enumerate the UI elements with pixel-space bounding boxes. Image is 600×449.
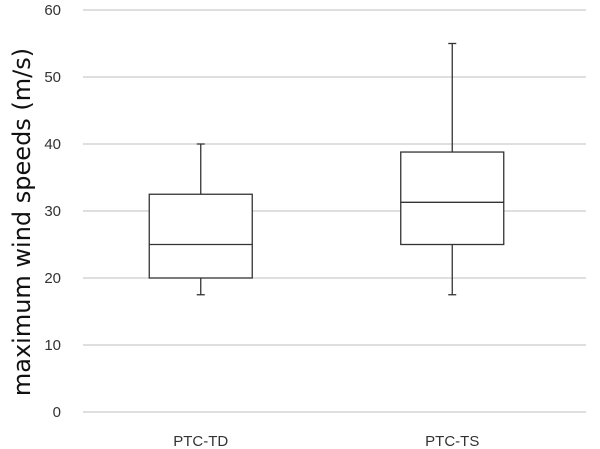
y-tick-label: 50 [44, 69, 61, 86]
interquartile-box [148, 193, 253, 279]
x-axis-category-labels: PTC-TD PTC-TS [173, 433, 479, 449]
x-category-label: PTC-TS [425, 433, 479, 449]
interquartile-box [400, 151, 505, 246]
y-tick-label: 40 [44, 136, 61, 153]
y-tick-label: 60 [44, 2, 61, 19]
y-axis-title: maximum wind speeds (m/s) [8, 48, 36, 396]
box-ptc-ts [400, 42, 505, 296]
y-tick-label: 20 [44, 270, 61, 287]
box-series [148, 42, 505, 296]
y-axis-tick-labels: 0 10 20 30 40 50 60 [44, 2, 61, 421]
y-tick-label: 10 [44, 337, 61, 354]
box-ptc-td [148, 143, 253, 296]
y-tick-label: 30 [44, 203, 61, 220]
x-category-label: PTC-TD [173, 433, 228, 449]
y-tick-label: 0 [53, 404, 61, 421]
